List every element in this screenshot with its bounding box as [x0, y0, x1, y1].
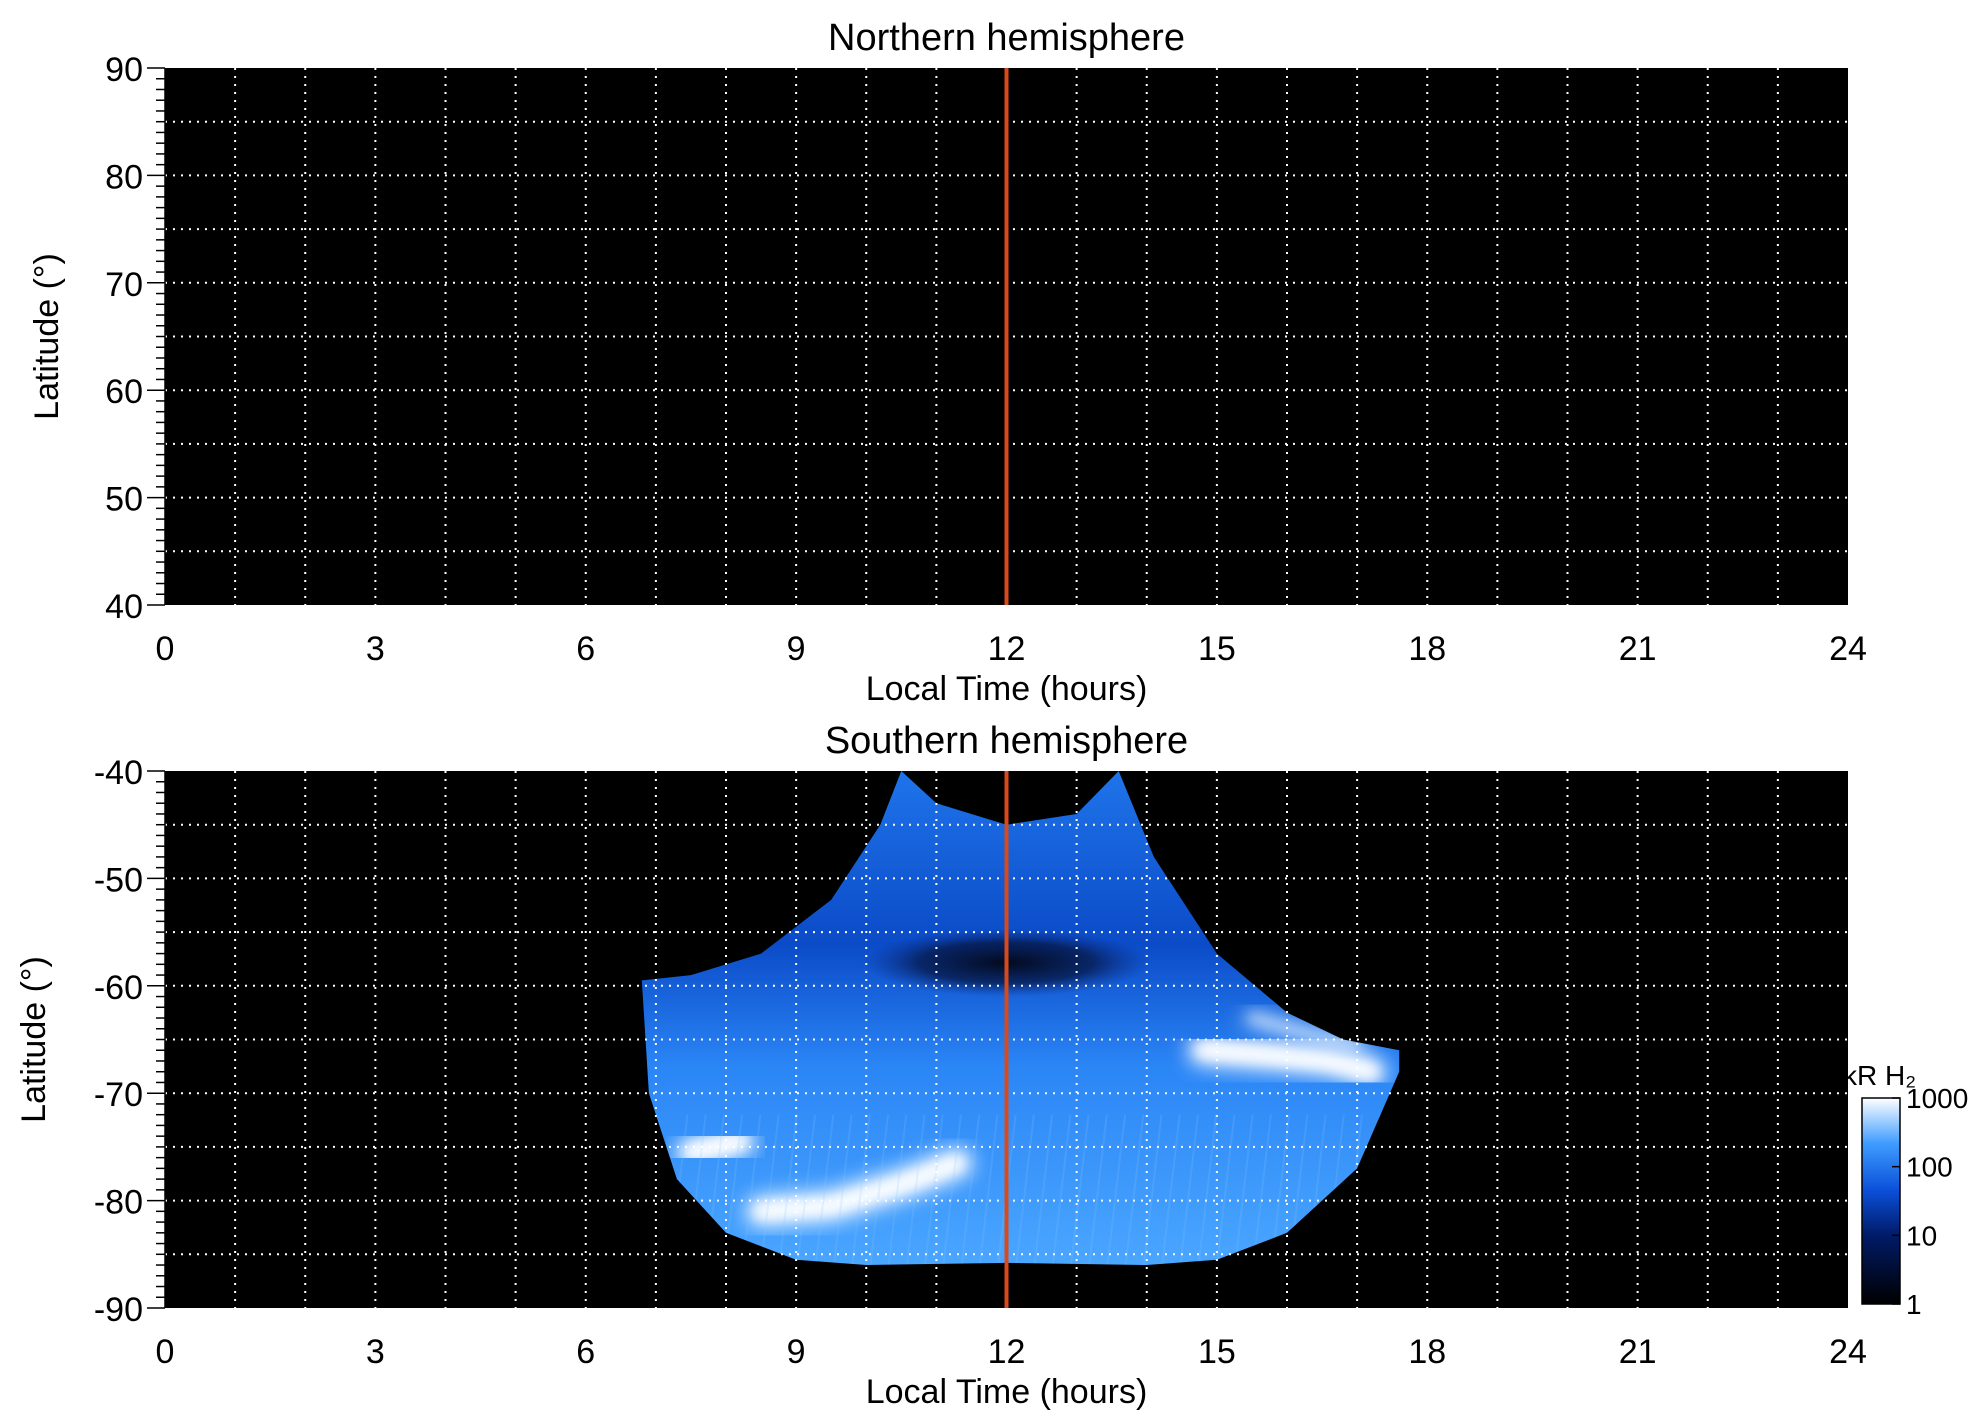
- x-tick-label: 0: [156, 630, 175, 668]
- x-tick-label: 24: [1829, 630, 1867, 668]
- y-tick-label: 50: [105, 481, 143, 519]
- x-tick-label: 12: [988, 1333, 1026, 1371]
- south-y-axis: -40 -50 -60 -70 -80 -90 Latitude (°): [15, 754, 166, 1329]
- emission-streak: [832, 1114, 853, 1265]
- emission-streak: [1179, 1114, 1199, 1265]
- emission-streak: [887, 1114, 908, 1265]
- emission-streak: [1051, 1114, 1072, 1265]
- emission-streak: [960, 1114, 981, 1265]
- x-tick-label: 12: [988, 630, 1026, 668]
- x-tick-label: 24: [1829, 1333, 1867, 1371]
- y-tick-label: 70: [105, 266, 143, 304]
- emission-streak: [796, 1114, 817, 1265]
- y-tick-label: 80: [105, 158, 143, 196]
- emission-streak: [778, 1114, 798, 1265]
- colorbar-tick-label: 1: [1906, 1289, 1922, 1320]
- emission-streak: [1015, 1114, 1035, 1265]
- bright-arc-core-2: [684, 1135, 746, 1159]
- y-tick-label: 60: [105, 373, 143, 411]
- emission-streak: [1197, 1114, 1218, 1265]
- emission-streak: [814, 1114, 835, 1265]
- x-tick-label: 15: [1198, 1333, 1236, 1371]
- emission-streak: [1070, 1114, 1090, 1265]
- x-tick-label: 3: [366, 1333, 385, 1371]
- emission-streak: [1033, 1114, 1054, 1265]
- emission-streak: [942, 1114, 962, 1265]
- south-chart-title: Southern hemisphere: [825, 720, 1188, 762]
- y-tick-label: -90: [94, 1291, 143, 1329]
- y-tick-label: -60: [94, 969, 143, 1007]
- y-tick-label: -80: [94, 1184, 143, 1222]
- aurora-emission-region: [641, 771, 1400, 1265]
- southern-hemisphere-panel: Southern hemisphere -40 -50 -60 -70 -80 -90 Lat…: [15, 720, 1867, 1411]
- emission-streak: [978, 1114, 999, 1265]
- emission-streak: [1215, 1114, 1236, 1265]
- x-tick-label: 0: [156, 1333, 175, 1371]
- y-tick-label: -70: [94, 1076, 143, 1114]
- colorbar-tick-label: 100: [1906, 1152, 1953, 1183]
- y-tick-label: -40: [94, 754, 143, 792]
- x-tick-label: 9: [787, 1333, 806, 1371]
- north-x-axis: 0 3 6 9 12 15 18 21 24 Local Time (hours): [156, 630, 1867, 708]
- north-y-axis: 40 50 60 70 80 90 Latitude (°): [28, 51, 166, 626]
- x-tick-label: 6: [576, 1333, 595, 1371]
- northern-hemisphere-panel: Northern hemisphere405060708090Latitude …: [28, 17, 1867, 708]
- emission-streak: [1088, 1114, 1108, 1265]
- x-tick-label: 6: [576, 630, 595, 668]
- colorbar-label: kR H₂: [1843, 1060, 1916, 1091]
- south-x-axis: 0 3 6 9 12 15 18 21 24 Local Time (hours): [156, 1333, 1867, 1411]
- emission-streak: [1124, 1114, 1145, 1265]
- south-x-axis-label: Local Time (hours): [866, 1373, 1148, 1411]
- y-tick-label: 40: [105, 588, 143, 626]
- emission-streak: [869, 1114, 889, 1265]
- emission-streak: [1106, 1114, 1127, 1265]
- emission-streak: [1252, 1114, 1272, 1265]
- north-chart-title: Northern hemisphere: [828, 17, 1185, 59]
- colorbar-tick-label: 1000: [1906, 1083, 1968, 1114]
- emission-streak: [1161, 1114, 1181, 1265]
- south-y-axis-label: Latitude (°): [15, 956, 53, 1123]
- x-tick-label: 21: [1619, 630, 1657, 668]
- x-tick-label: 9: [787, 630, 806, 668]
- x-tick-label: 18: [1408, 630, 1446, 668]
- bright-arc-core-3: [1196, 1044, 1378, 1078]
- north-x-axis-label: Local Time (hours): [866, 670, 1148, 708]
- colorbar-scale: [1861, 1097, 1901, 1305]
- x-tick-label: 15: [1198, 630, 1236, 668]
- x-tick-label: 18: [1408, 1333, 1446, 1371]
- emission-streak: [1234, 1114, 1254, 1265]
- emission-streak: [1142, 1114, 1163, 1265]
- emission-streak: [905, 1114, 926, 1265]
- y-tick-label: 90: [105, 51, 143, 89]
- x-tick-label: 3: [366, 630, 385, 668]
- north-y-axis-label: Latitude (°): [28, 253, 66, 420]
- emission-streak: [741, 1114, 762, 1265]
- emission-streak: [924, 1114, 944, 1265]
- emission-streak: [760, 1114, 780, 1265]
- y-tick-label: -50: [94, 861, 143, 899]
- colorbar: kR H₂ 1 10 100 1000: [1843, 1060, 1968, 1320]
- colorbar-tick-label: 10: [1906, 1220, 1937, 1251]
- x-tick-label: 21: [1619, 1333, 1657, 1371]
- bright-arc-core-4: [1248, 1014, 1361, 1049]
